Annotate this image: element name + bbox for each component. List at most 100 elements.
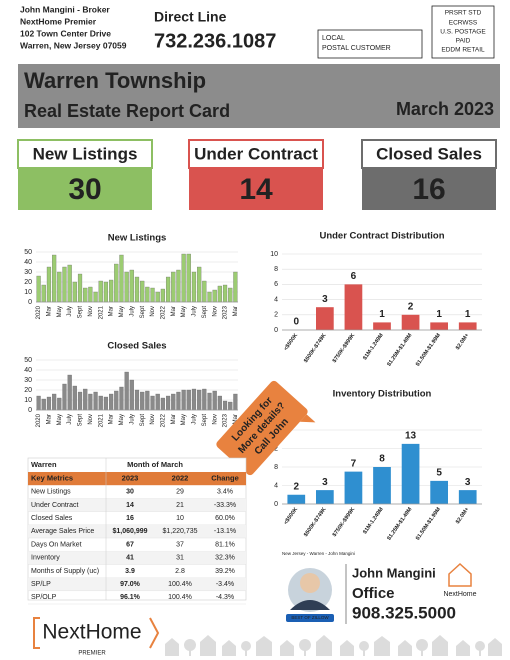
- x-tick-label: 2020: [36, 305, 42, 319]
- table-cell: Months of Supply (uc): [31, 568, 99, 575]
- banner-subtitle: Real Estate Report Card: [24, 101, 230, 121]
- y-tick-label: 10: [24, 289, 32, 296]
- footer-sub: PREMIER: [78, 651, 106, 657]
- table-row-bg: [28, 498, 246, 512]
- x-tick-label: 2022: [160, 305, 166, 319]
- stat-card-top: [188, 139, 324, 169]
- bar: [191, 388, 197, 411]
- agent-line: NextHome Premier: [20, 16, 97, 26]
- x-tick-label: Nov: [212, 306, 218, 317]
- x-tick-label: 2023: [223, 413, 229, 427]
- x-tick-label: Sept: [202, 414, 208, 427]
- bar: [186, 253, 191, 303]
- bar: [401, 443, 420, 504]
- bar: [171, 271, 176, 303]
- bar: [67, 374, 72, 411]
- bar: [145, 286, 150, 303]
- bar: [88, 286, 93, 303]
- stat-card-bottom: [189, 168, 323, 210]
- bar: [344, 284, 363, 330]
- bar: [52, 393, 57, 411]
- bar: [46, 266, 52, 303]
- x-tick-label: $500K-$749K: [303, 507, 328, 539]
- bar: [67, 264, 72, 303]
- bar: [119, 386, 124, 411]
- table-row-bg: [28, 524, 246, 538]
- bar: [287, 494, 306, 504]
- bar: [62, 383, 67, 411]
- x-tick-label: 2020: [36, 413, 42, 427]
- chart-title: Under Contract Distribution: [319, 231, 444, 242]
- footer: NextHome PREMIER: [33, 617, 502, 657]
- bar: [145, 390, 150, 411]
- badge: BEST OF ZILLOW: [291, 615, 329, 620]
- table-cell: 97.0%: [120, 581, 141, 588]
- table-cell: 16: [126, 515, 134, 522]
- callout-bg: [216, 380, 308, 476]
- bar: [103, 396, 109, 411]
- x-tick-label: $1.50M-$1.99M: [415, 506, 442, 541]
- table-cell: 21: [176, 502, 184, 509]
- bar: [119, 254, 124, 303]
- bar: [150, 395, 155, 411]
- postage-line: U.S. POSTAGE: [440, 29, 486, 36]
- logo-bracket: [33, 617, 40, 649]
- x-tick-label: $1M-1.249M: [362, 332, 385, 361]
- x-tick-label: $500K-$749K: [303, 333, 328, 365]
- data-label: 5: [436, 468, 442, 479]
- bar: [212, 390, 217, 411]
- bar: [72, 281, 77, 303]
- banner-date: March 2023: [396, 99, 494, 119]
- table-cell: $1,220,735: [162, 528, 197, 535]
- bar: [57, 397, 62, 411]
- bar: [186, 389, 191, 411]
- data-label: 3: [322, 294, 328, 305]
- x-tick-label: <$500K: [283, 333, 299, 352]
- x-tick-label: 2021: [98, 305, 104, 319]
- bar: [233, 393, 238, 411]
- bar: [155, 291, 160, 303]
- table-cell: SP/LP: [31, 581, 51, 588]
- x-tick-label: May: [57, 414, 63, 425]
- table-cell: -4.3%: [216, 594, 234, 601]
- x-tick-label: Mar: [109, 414, 115, 424]
- table-header-bg: [28, 472, 246, 486]
- x-tick-label: 2022: [160, 413, 166, 427]
- table-cell: 14: [126, 502, 134, 509]
- data-label: 2: [294, 481, 300, 492]
- postage-line: PRSRT STD: [445, 10, 482, 17]
- agent-card: New Jersey - Warren - John Mangini BEST …: [280, 551, 498, 628]
- bar: [83, 388, 88, 411]
- table-cell: 39.2%: [215, 568, 235, 575]
- table-cell: 81.1%: [215, 541, 235, 548]
- agent-line: 102 Town Center Drive: [20, 28, 111, 38]
- agent-name: John Mangini: [352, 565, 436, 580]
- banner: Warren Township Real Estate Report Card …: [18, 64, 500, 128]
- chart-title: New Listings: [108, 233, 167, 244]
- banner-bg: [18, 64, 500, 128]
- y-tick-label: 30: [24, 377, 32, 384]
- table-cell: 32.3%: [215, 555, 235, 562]
- y-tick-label: 40: [24, 367, 32, 374]
- y-tick-label: 0: [274, 327, 278, 334]
- x-tick-label: Nov: [150, 414, 156, 425]
- y-tick-label: 50: [24, 249, 32, 256]
- x-tick-label: May: [119, 414, 125, 425]
- house-row: [165, 635, 502, 656]
- table-cell: Under Contract: [31, 502, 79, 509]
- x-tick-label: $1.25M-$1.49M: [386, 506, 413, 541]
- x-tick-label: $750K-$999K: [332, 507, 357, 539]
- bar: [458, 322, 477, 330]
- bar: [233, 271, 238, 303]
- y-tick-label: 2: [274, 312, 278, 319]
- x-tick-label: Sept: [140, 306, 146, 319]
- bar: [165, 276, 171, 303]
- data-label: 6: [351, 271, 357, 282]
- bar: [109, 393, 114, 411]
- chart-title: Inventory Distribution: [333, 389, 432, 400]
- table-header: 2022: [172, 474, 189, 483]
- bar: [150, 287, 155, 303]
- table-period: Month of March: [127, 460, 183, 469]
- x-tick-label: Nov: [88, 414, 94, 425]
- bar: [217, 285, 222, 303]
